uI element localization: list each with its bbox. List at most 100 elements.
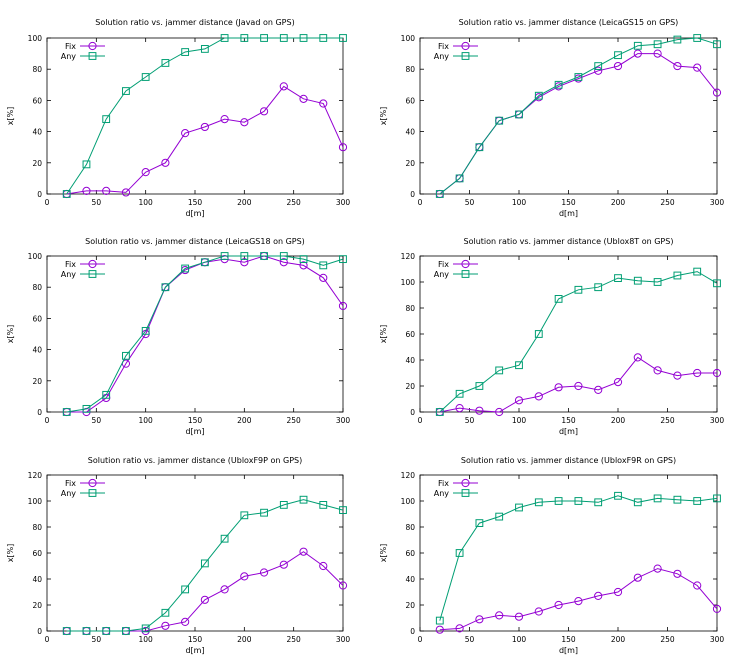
data-point-any [614, 491, 622, 500]
data-point-any [102, 627, 111, 635]
data-point-any [515, 361, 523, 370]
data-point-any [495, 512, 504, 521]
x-tick-label: 50 [92, 635, 102, 644]
data-point-fix [240, 118, 249, 127]
data-point-any [141, 326, 150, 335]
data-point-any [713, 494, 721, 503]
data-point-any [435, 616, 444, 625]
x-tick-label: 50 [465, 198, 475, 207]
data-point-any [260, 34, 268, 42]
data-point-fix [475, 615, 484, 624]
y-axis-label: x[%] [6, 544, 15, 563]
x-tick-label: 300 [336, 416, 351, 425]
data-point-any [161, 59, 170, 67]
data-point-any [594, 62, 603, 70]
y-tick-label: 120 [28, 471, 43, 480]
chart-title: Solution ratio vs. jammer distance (Java… [95, 18, 294, 27]
data-point-fix [161, 158, 170, 167]
data-point-fix [200, 122, 209, 132]
data-point-fix [574, 381, 583, 391]
data-point-fix [279, 258, 288, 267]
y-tick-label: 40 [32, 346, 42, 355]
series-line-any [66, 37, 343, 195]
data-point-any [240, 511, 249, 520]
data-point-fix [514, 396, 524, 405]
data-point-fix [102, 186, 111, 195]
data-point-fix [279, 82, 288, 91]
y-tick-label: 100 [401, 278, 416, 287]
data-point-fix [338, 581, 348, 590]
data-point-any [515, 110, 523, 119]
data-point-any [299, 495, 308, 504]
data-point-any [574, 285, 583, 294]
data-point-fix [121, 188, 131, 197]
chart-panel-5: Solution ratio vs. jammer distance (Ublo… [6, 456, 350, 655]
y-tick-label: 80 [32, 283, 42, 292]
x-tick-label: 300 [336, 198, 351, 207]
legend-marker-any [88, 489, 97, 497]
x-tick-label: 0 [418, 198, 423, 207]
x-tick-label: 200 [237, 198, 252, 207]
data-point-any [82, 627, 91, 635]
data-point-any [200, 258, 209, 267]
data-point-fix [495, 611, 504, 620]
x-tick-label: 100 [139, 635, 154, 644]
legend-label-any: Any [61, 270, 77, 279]
x-tick-label: 50 [92, 198, 102, 207]
y-tick-label: 100 [28, 252, 43, 261]
data-point-fix [181, 617, 190, 627]
data-point-any [161, 283, 170, 292]
data-point-any [673, 495, 682, 504]
series-line-fix [66, 255, 344, 413]
data-point-any [141, 73, 150, 81]
y-tick-label: 120 [401, 252, 416, 261]
data-point-any [653, 494, 662, 503]
chart-panel-2: Solution ratio vs. jammer distance (Leic… [379, 18, 724, 218]
data-point-fix [673, 61, 682, 71]
chart-title: Solution ratio vs. jammer distance (Ublo… [88, 456, 302, 465]
series-line-any [439, 495, 718, 621]
data-point-any [200, 559, 209, 568]
x-axis-label: d[m] [185, 427, 204, 436]
y-tick-label: 80 [32, 65, 42, 74]
chart-title: Solution ratio vs. jammer distance (Leic… [459, 18, 679, 27]
y-axis-label: x[%] [6, 107, 15, 126]
y-axis-label: x[%] [379, 544, 388, 563]
data-point-any [614, 274, 622, 283]
data-point-fix [534, 607, 543, 616]
data-point-any [319, 261, 328, 270]
x-tick-label: 200 [611, 635, 626, 644]
data-point-fix [82, 186, 91, 195]
data-point-fix [653, 564, 662, 573]
x-tick-label: 100 [139, 416, 154, 425]
data-point-any [102, 115, 111, 124]
data-point-any [62, 627, 71, 635]
data-point-fix [259, 568, 269, 577]
data-point-any [435, 408, 444, 416]
data-point-any [141, 624, 150, 633]
x-tick-label: 300 [336, 635, 351, 644]
x-tick-label: 0 [45, 416, 50, 425]
x-tick-label: 150 [561, 635, 576, 644]
legend-marker-fix [461, 259, 470, 269]
legend-marker-any [461, 270, 470, 278]
legend-label-fix: Fix [438, 260, 449, 269]
x-tick-label: 50 [92, 416, 102, 425]
data-point-fix [633, 49, 642, 58]
chart-panel-1: Solution ratio vs. jammer distance (Java… [6, 18, 350, 218]
data-point-fix [594, 591, 603, 601]
data-point-any [122, 627, 130, 635]
x-tick-label: 100 [512, 198, 527, 207]
data-point-any [339, 506, 347, 515]
data-point-fix [673, 569, 682, 578]
x-axis-label: d[m] [185, 646, 204, 655]
data-point-fix [633, 353, 642, 362]
legend-marker-fix [461, 478, 470, 488]
data-point-any [475, 143, 484, 152]
y-tick-label: 60 [32, 96, 42, 105]
data-point-any [534, 498, 543, 507]
data-point-fix [200, 595, 209, 604]
data-point-fix [240, 258, 249, 267]
legend-label-fix: Fix [65, 260, 76, 269]
data-point-any [455, 549, 464, 557]
